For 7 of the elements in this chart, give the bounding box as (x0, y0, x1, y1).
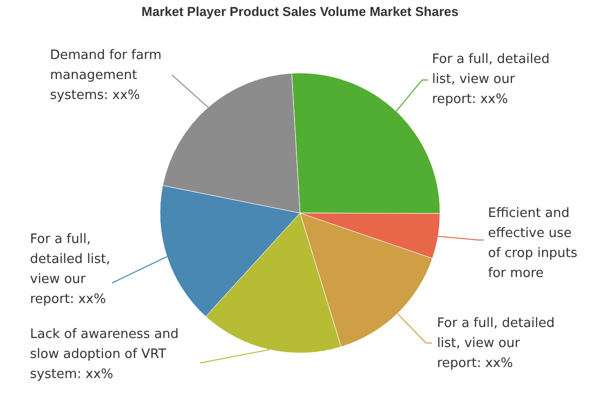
chart-title: Market Player Product Sales Volume Market Shares (142, 4, 458, 19)
slice-label: For a full, detailed list, view our report: xx% (30, 232, 110, 307)
slice-label: Lack of awareness and slow adoption of VRT system: xx% (30, 327, 179, 382)
slice-label: Demand for farm management systems: xx% (50, 48, 162, 103)
slice-label: For a full, detailed list, view our report: xx% (432, 52, 550, 107)
slice-label: Efficient and effective use of crop inputs for more (488, 206, 578, 281)
slice-label: For a full, detailed list, view our report: xx% (437, 316, 555, 371)
